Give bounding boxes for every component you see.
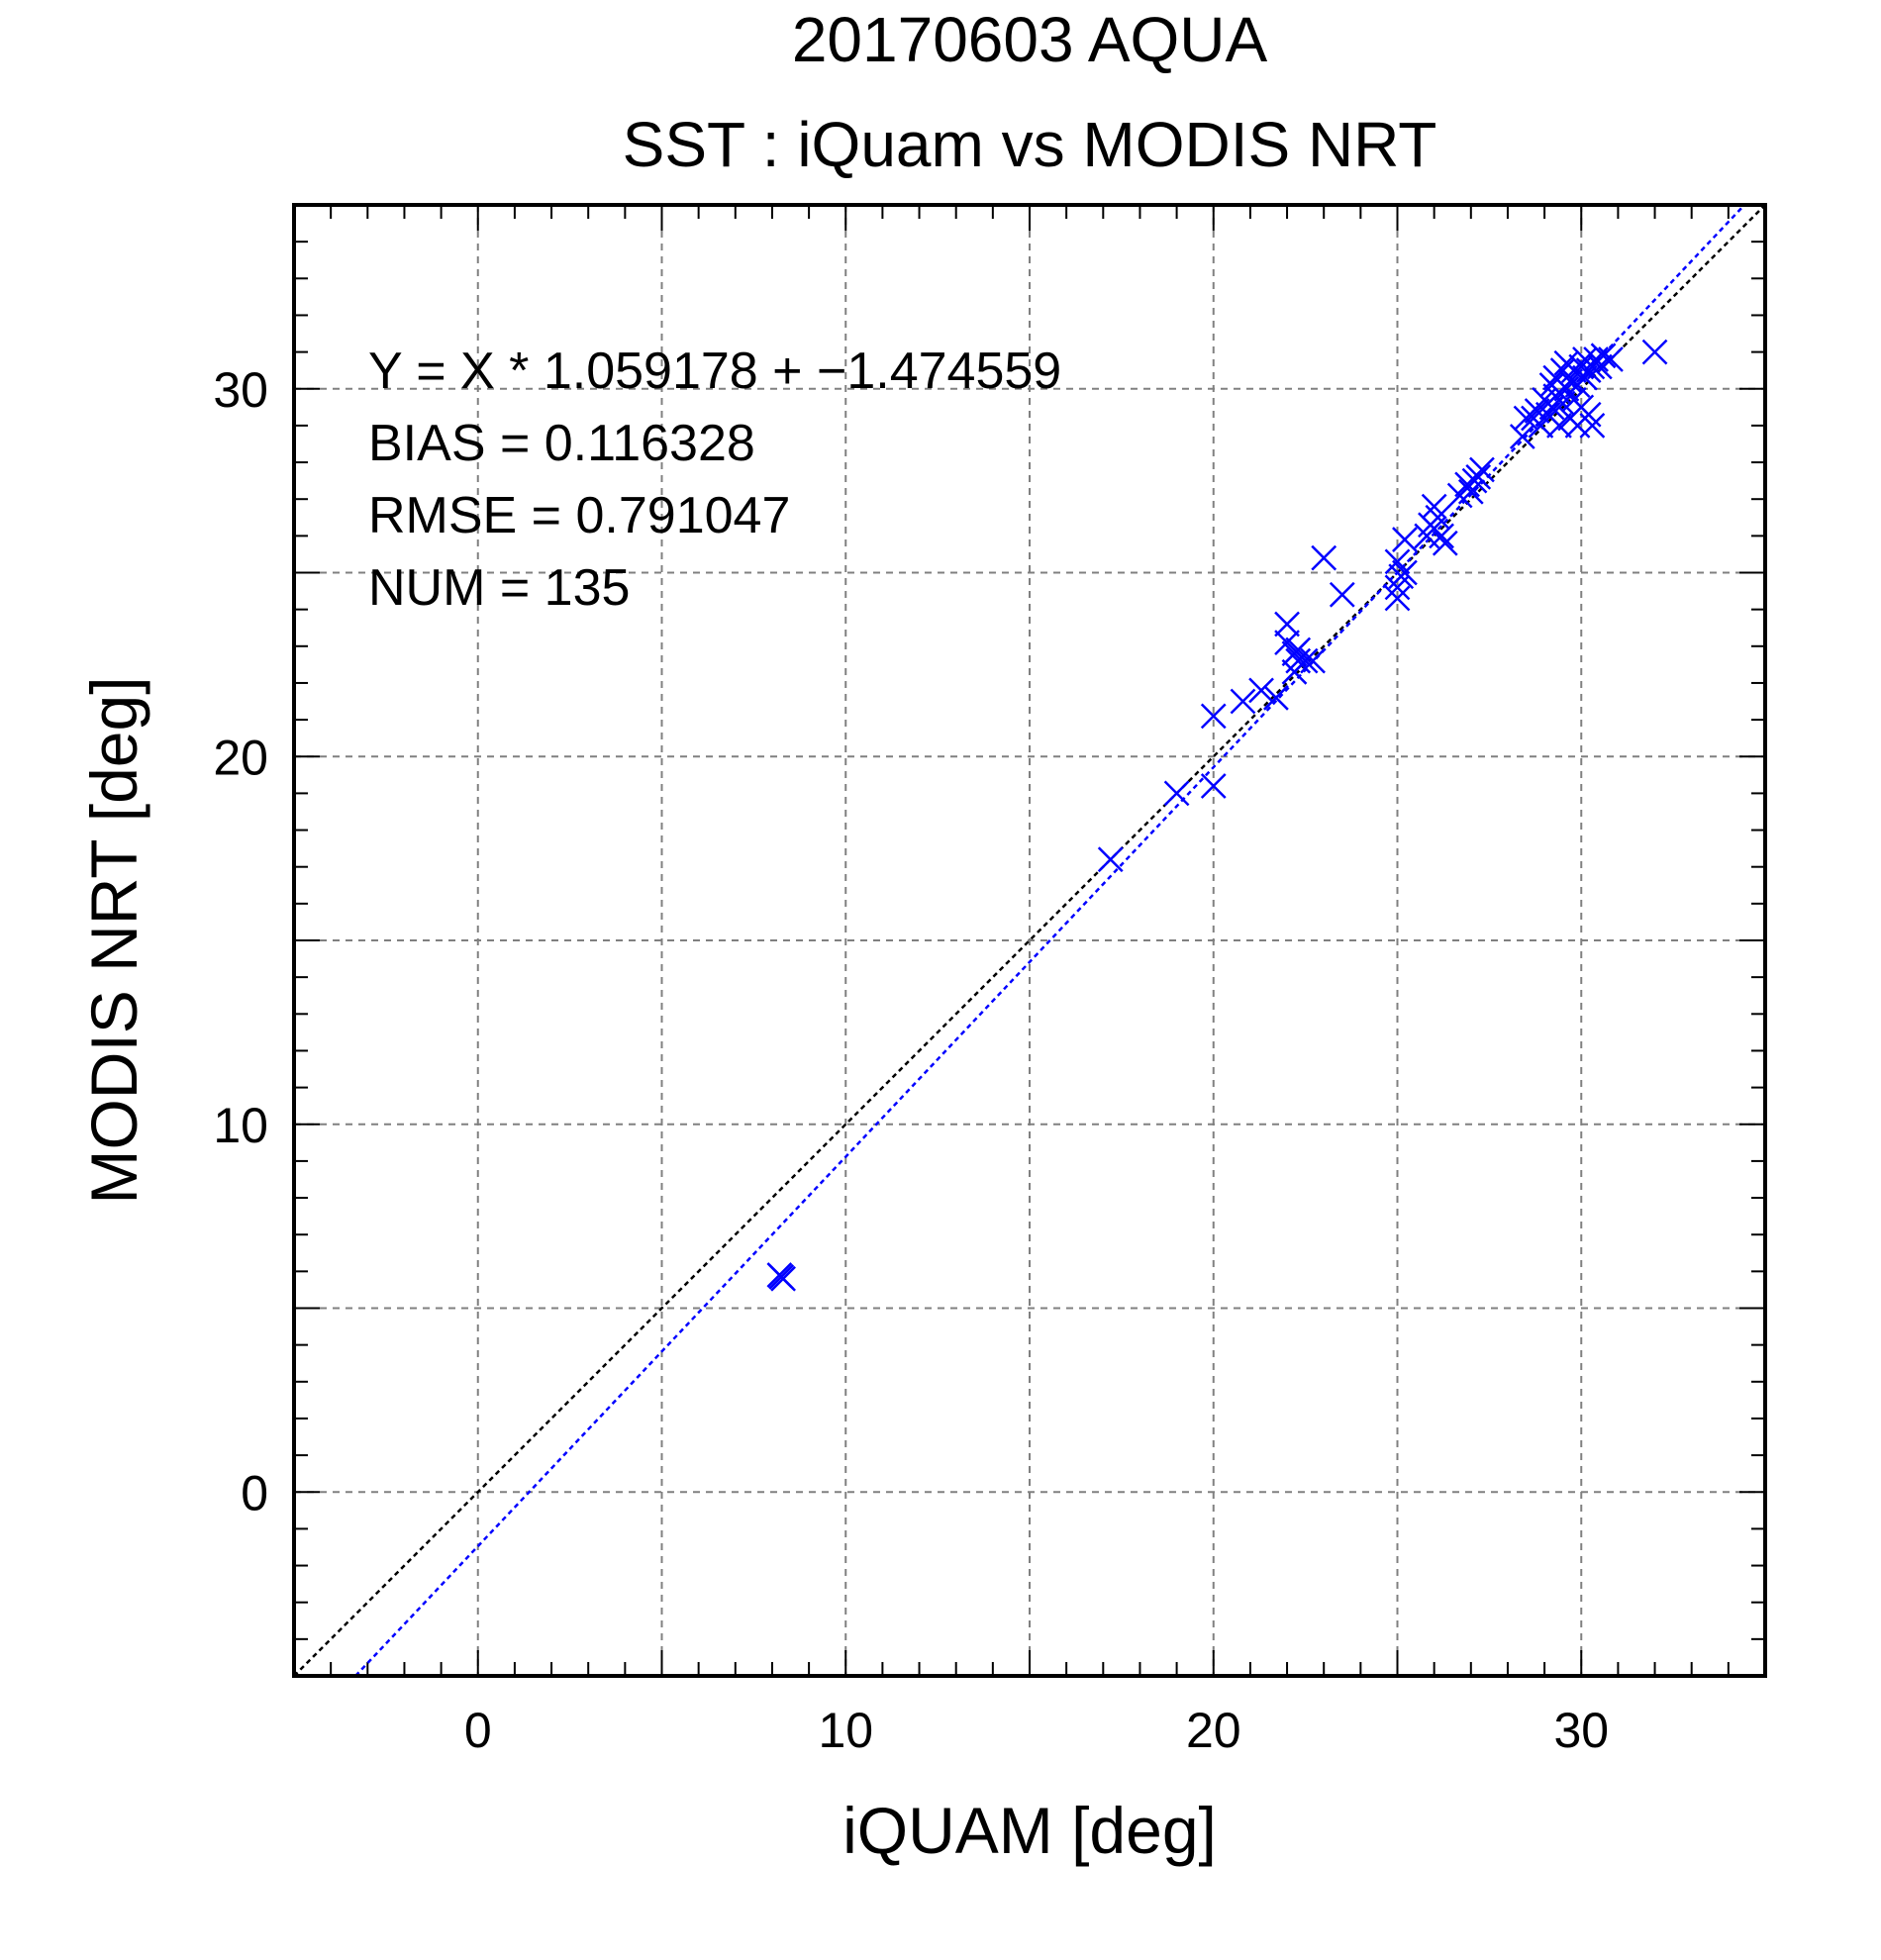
x-tick-label: 30 [1553,1703,1609,1758]
data-point [1163,780,1190,807]
data-points [766,339,1668,1292]
data-point [1598,346,1624,372]
data-point [1432,530,1458,556]
x-tick-label: 0 [464,1703,492,1758]
data-point [1457,478,1484,505]
chart-subtitle: SST : iQuam vs MODIS NRT [623,109,1437,180]
y-tick-label: 10 [213,1098,268,1153]
data-point [1641,339,1668,365]
data-point [1097,846,1124,873]
data-point [1200,773,1227,799]
data-point [1392,527,1418,552]
data-point [1311,544,1337,571]
data-point [1579,413,1606,439]
data-point [1465,464,1492,490]
reference-lines [293,204,1766,1677]
num-stat: NUM = 135 [368,559,630,617]
data-point [1300,647,1326,674]
x-tick-label: 20 [1186,1703,1241,1758]
data-point [1590,343,1617,369]
axis-ticks [294,205,1765,1676]
data-point [1263,684,1289,711]
statistics-annotation: Y = X * 1.059178 + −1.474559 BIAS = 0.11… [368,343,1061,617]
data-point [1528,413,1554,439]
plot-frame [292,203,1767,1678]
x-axis-label: iQUAM [deg] [842,1794,1217,1867]
data-point [1425,504,1451,531]
data-point [1384,548,1411,575]
data-point [1292,647,1319,674]
regression-equation: Y = X * 1.059178 + −1.474559 [368,343,1061,400]
data-point [1384,585,1411,612]
y-axis-label: MODIS NRT [deg] [77,676,150,1204]
x-tick-label: 10 [818,1703,873,1758]
data-point [768,1264,795,1290]
bias-stat: BIAS = 0.116328 [368,415,755,472]
y-tick-label: 20 [213,730,268,785]
data-point [1230,688,1256,715]
y-tick-label: 30 [213,362,268,418]
data-point [1546,413,1572,439]
data-point [1200,703,1227,730]
y-tick-label: 0 [241,1465,268,1520]
regression-fit-line [354,204,1745,1677]
data-point [1274,611,1300,637]
data-point [1285,637,1312,663]
tick-labels: 0 10 20 30 0 10 20 30 [213,362,1609,1758]
chart-title: 20170603 AQUA [792,4,1268,75]
rmse-stat: RMSE = 0.791047 [368,487,790,544]
data-point [1572,364,1598,391]
data-point [1329,581,1355,608]
data-point [1248,677,1274,704]
grid-lines [294,205,1765,1676]
data-point [1388,563,1415,590]
data-point [1469,456,1495,483]
